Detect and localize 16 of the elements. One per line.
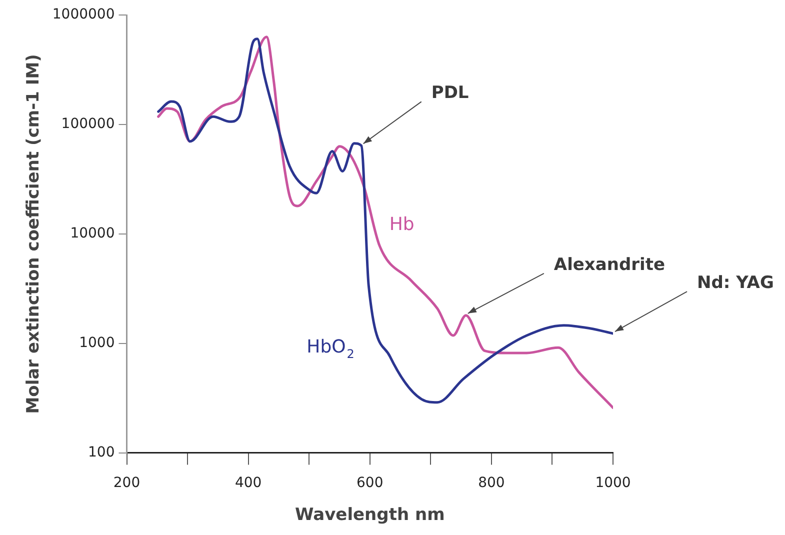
y-tick-label: 1000 (79, 334, 115, 351)
y-tick-label: 100 (88, 444, 115, 460)
annotation: PDL (431, 83, 469, 104)
x-tick-label: 800 (478, 474, 505, 491)
y-axis-title: Molar extinction coefficient (cm-1 IM) (24, 54, 44, 414)
series-label: Hb (389, 214, 414, 235)
x-tick-label: 600 (356, 474, 384, 491)
y-tick-label: 10000 (70, 226, 115, 242)
y-tick-label: 1000000 (52, 6, 115, 23)
x-axis-title: Wavelength nm (294, 505, 445, 526)
annotation: Nd: YAG (697, 272, 774, 293)
annotation: Alexandrite (554, 254, 666, 275)
x-tick-label: 200 (113, 474, 140, 491)
y-tick-label: 100000 (61, 116, 115, 132)
x-tick-label: 400 (234, 474, 262, 491)
x-tick-label: 1000 (595, 474, 631, 491)
